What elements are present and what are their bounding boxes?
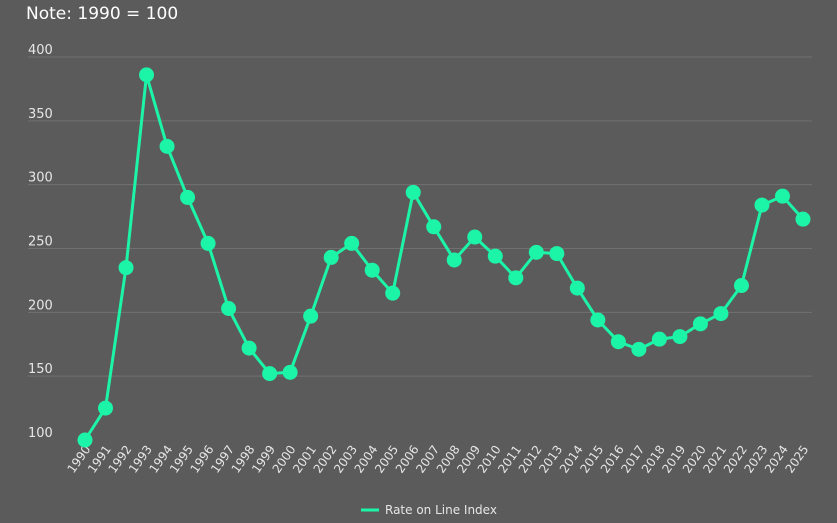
data-point[interactable] <box>303 308 319 324</box>
data-point[interactable] <box>77 432 93 448</box>
gridlines <box>28 56 812 377</box>
data-point[interactable] <box>774 188 790 204</box>
data-point[interactable] <box>323 249 339 265</box>
x-axis-ticks: 1990199119921993199419951996199719981999… <box>64 443 811 476</box>
data-point[interactable] <box>713 306 729 322</box>
data-point[interactable] <box>672 329 688 345</box>
data-point[interactable] <box>139 67 155 83</box>
data-point[interactable] <box>405 184 421 200</box>
data-point[interactable] <box>467 229 483 245</box>
x-tick-label: 2025 <box>782 443 811 476</box>
data-point[interactable] <box>795 211 811 227</box>
data-point[interactable] <box>262 366 278 382</box>
data-point[interactable] <box>528 244 544 260</box>
data-point[interactable] <box>241 340 257 356</box>
series-layer <box>77 67 811 448</box>
data-point[interactable] <box>426 219 442 235</box>
data-point[interactable] <box>385 285 401 301</box>
legend-label: Rate on Line Index <box>385 503 497 517</box>
y-axis-ticks: 100 150 200 250 300 350 400 <box>28 43 53 441</box>
data-point[interactable] <box>754 197 770 213</box>
data-point[interactable] <box>221 301 237 317</box>
series-line <box>83 73 805 441</box>
chart-note: Note: 1990 = 100 <box>26 4 179 24</box>
data-point[interactable] <box>118 260 134 276</box>
y-tick-label: 100 <box>28 426 53 441</box>
data-point[interactable] <box>569 280 585 296</box>
data-point[interactable] <box>733 278 749 294</box>
data-point[interactable] <box>200 235 216 251</box>
data-point[interactable] <box>98 400 114 416</box>
data-point[interactable] <box>159 138 175 154</box>
data-point[interactable] <box>610 334 626 350</box>
data-point[interactable] <box>549 246 565 262</box>
data-point[interactable] <box>487 248 503 264</box>
data-point[interactable] <box>364 262 380 278</box>
data-point[interactable] <box>282 364 298 380</box>
y-tick-label: 250 <box>28 235 53 250</box>
data-point[interactable] <box>692 316 708 332</box>
data-point[interactable] <box>508 270 524 286</box>
data-point[interactable] <box>344 235 360 251</box>
y-tick-label: 300 <box>28 171 53 186</box>
y-tick-label: 150 <box>28 362 53 377</box>
legend[interactable]: Rate on Line Index <box>361 503 497 517</box>
data-point[interactable] <box>651 331 667 347</box>
y-tick-label: 350 <box>28 107 53 122</box>
y-tick-label: 200 <box>28 298 53 313</box>
data-point[interactable] <box>446 252 462 268</box>
data-point[interactable] <box>590 312 606 328</box>
data-point[interactable] <box>631 341 647 357</box>
y-tick-label: 400 <box>28 43 53 58</box>
data-point[interactable] <box>180 189 196 205</box>
